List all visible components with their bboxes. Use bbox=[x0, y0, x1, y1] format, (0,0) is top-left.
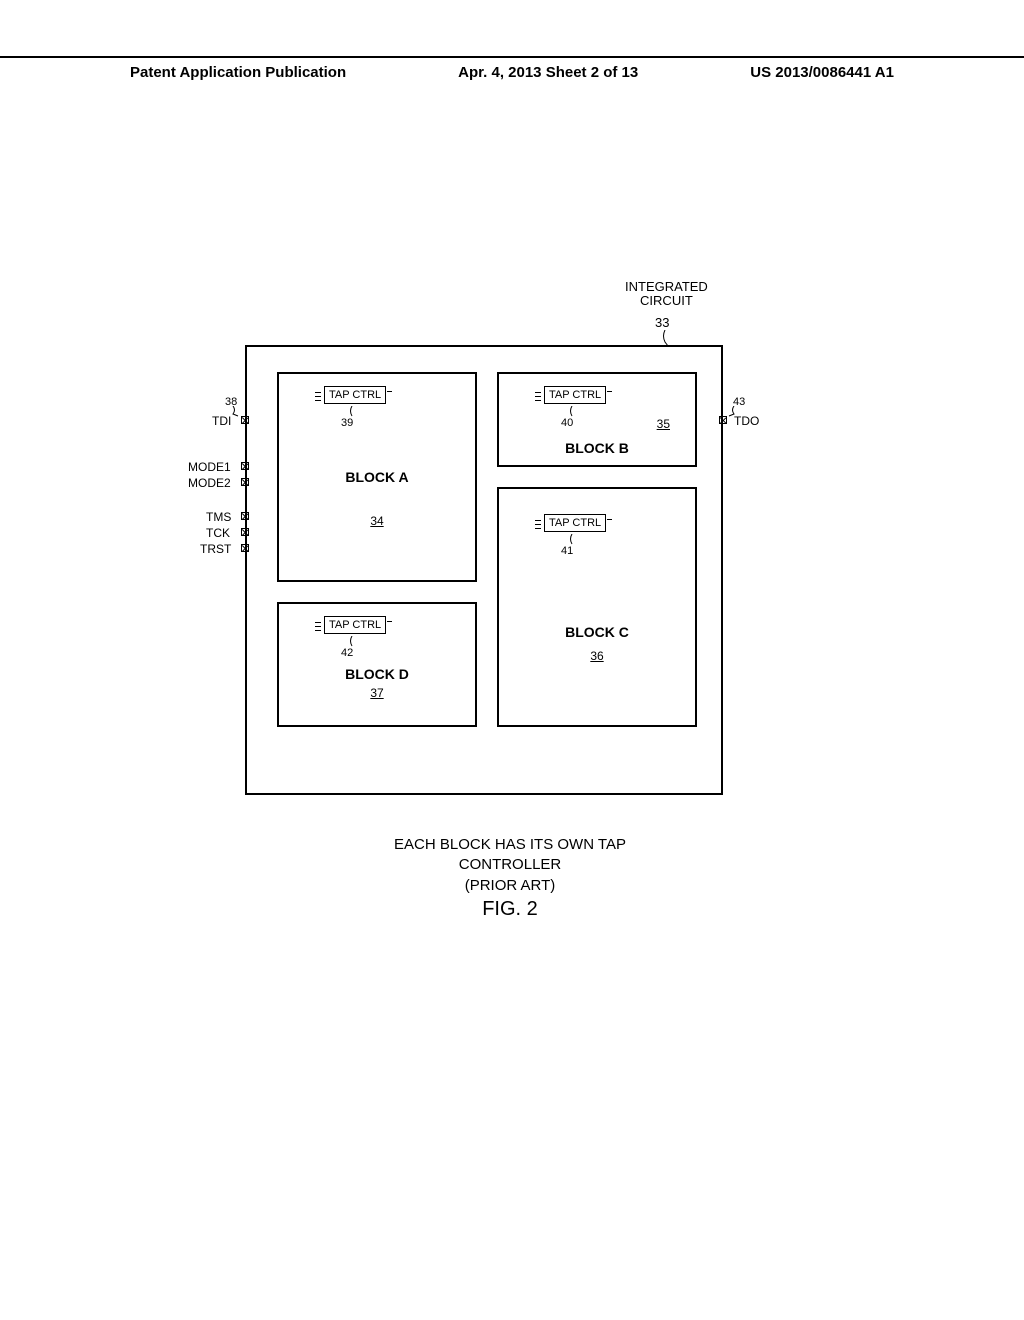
block-a-ref: 34 bbox=[279, 514, 475, 528]
tdi-label: TDI bbox=[212, 414, 231, 428]
date-sheet: Apr. 4, 2013 Sheet 2 of 13 bbox=[458, 64, 638, 81]
block-a-title: BLOCK A bbox=[279, 469, 475, 485]
tdo-label: TDO bbox=[734, 414, 759, 428]
block-d: TAP CTRL 42 BLOCK D 37 bbox=[277, 602, 477, 727]
block-b: TAP CTRL 40 35 BLOCK B bbox=[497, 372, 697, 467]
tdo-pin bbox=[719, 416, 727, 424]
caption-2: CONTROLLER bbox=[130, 855, 890, 875]
tap-a-label: TAP CTRL bbox=[329, 389, 381, 401]
tap-b-label: TAP CTRL bbox=[549, 389, 601, 401]
mode1-label: MODE1 bbox=[188, 460, 231, 474]
ic-label-1: INTEGRATED bbox=[625, 280, 708, 294]
ic-label: INTEGRATED CIRCUIT bbox=[625, 280, 708, 309]
tms-label: TMS bbox=[206, 510, 231, 524]
block-c-title: BLOCK C bbox=[499, 624, 695, 640]
tap-ctrl-d: TAP CTRL bbox=[324, 616, 386, 634]
tap-a-ref: 39 bbox=[341, 417, 353, 429]
mode1-pin bbox=[241, 462, 249, 470]
block-a: TAP CTRL 39 BLOCK A 34 bbox=[277, 372, 477, 582]
mode2-label: MODE2 bbox=[188, 476, 231, 490]
fig-label: FIG. 2 bbox=[130, 896, 890, 923]
tap-d-label: TAP CTRL bbox=[329, 619, 381, 631]
mode2-pin bbox=[241, 478, 249, 486]
block-c: TAP CTRL 41 BLOCK C 36 bbox=[497, 487, 697, 727]
ic-box: TAP CTRL 39 BLOCK A 34 TAP CTRL 40 35 BL… bbox=[245, 345, 723, 795]
tap-ctrl-c: TAP CTRL bbox=[544, 514, 606, 532]
tck-label: TCK bbox=[206, 526, 230, 540]
block-c-ref: 36 bbox=[499, 649, 695, 663]
caption-3: (PRIOR ART) bbox=[130, 876, 890, 896]
ic-label-2: CIRCUIT bbox=[625, 294, 708, 308]
tap-ctrl-b: TAP CTRL bbox=[544, 386, 606, 404]
tdi-pin bbox=[241, 416, 249, 424]
block-d-ref: 37 bbox=[279, 686, 475, 700]
tap-b-ref: 40 bbox=[561, 417, 573, 429]
trst-label: TRST bbox=[200, 542, 231, 556]
trst-pin bbox=[241, 544, 249, 552]
ic-ref: 33 bbox=[655, 315, 669, 330]
caption: EACH BLOCK HAS ITS OWN TAP CONTROLLER (P… bbox=[130, 835, 890, 923]
tap-c-ref: 41 bbox=[561, 545, 573, 557]
page-header: Patent Application Publication Apr. 4, 2… bbox=[0, 56, 1024, 81]
tck-pin bbox=[241, 528, 249, 536]
block-d-title: BLOCK D bbox=[279, 666, 475, 682]
tap-c-label: TAP CTRL bbox=[549, 517, 601, 529]
diagram: INTEGRATED CIRCUIT 33 TAP CTRL 39 BLOCK … bbox=[130, 300, 890, 1000]
tap-ctrl-a: TAP CTRL bbox=[324, 386, 386, 404]
block-b-ref: 35 bbox=[657, 417, 670, 431]
pub-number: US 2013/0086441 A1 bbox=[750, 64, 894, 81]
block-b-title: BLOCK B bbox=[499, 440, 695, 456]
tms-pin bbox=[241, 512, 249, 520]
tap-d-ref: 42 bbox=[341, 647, 353, 659]
caption-1: EACH BLOCK HAS ITS OWN TAP bbox=[130, 835, 890, 855]
pub-label: Patent Application Publication bbox=[130, 64, 346, 81]
